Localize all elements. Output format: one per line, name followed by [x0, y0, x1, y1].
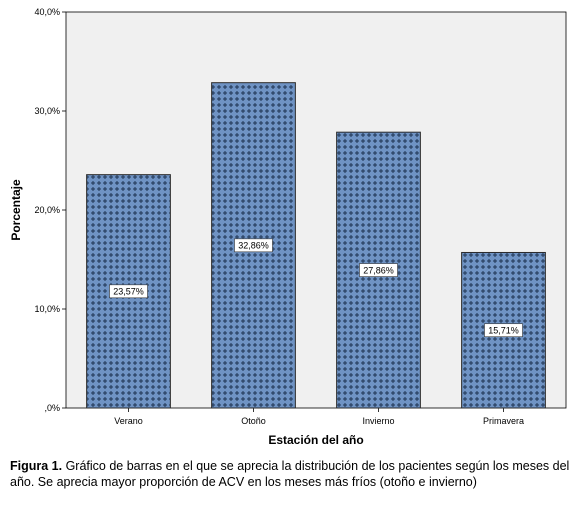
data-label-box: [234, 238, 273, 253]
y-tick-label: 40,0%: [34, 7, 60, 17]
y-tick-label: 30,0%: [34, 106, 60, 116]
data-label-box: [484, 323, 523, 338]
data-label: 27,86%: [363, 265, 394, 275]
bar-primavera: [461, 251, 546, 409]
data-label-box: [109, 284, 148, 299]
data-label: 23,57%: [113, 287, 144, 297]
data-label-box: [359, 263, 398, 277]
data-labels: 23,57% 32,86% 27,86% 15,71%: [109, 238, 523, 338]
caption-text: Gráfico de barras en el que se aprecia l…: [10, 459, 570, 489]
x-axis-title: Estación del año: [268, 433, 363, 447]
x-tick-label: Invierno: [362, 416, 394, 426]
x-tick-label: Primavera: [483, 416, 524, 426]
bars: [86, 82, 546, 409]
y-tick-label: ,0%: [44, 403, 60, 413]
figure-caption: Figura 1. Gráfico de barras en el que se…: [10, 458, 572, 490]
x-tick-label: Verano: [114, 416, 143, 426]
x-axis: Verano Otoño Invierno Primavera: [114, 408, 524, 426]
data-label: 32,86%: [238, 241, 269, 251]
y-axis: ,0% 10,0% 20,0% 30,0% 40,0%: [34, 7, 66, 413]
data-label: 15,71%: [488, 325, 519, 335]
caption-label: Figura 1.: [10, 459, 63, 473]
y-tick-label: 10,0%: [34, 304, 60, 314]
y-axis-title: Porcentaje: [9, 179, 23, 241]
bar-chart: ,0% 10,0% 20,0% 30,0% 40,0% Verano Otoño Invie…: [9, 7, 567, 447]
x-tick-label: Otoño: [241, 416, 266, 426]
y-tick-label: 20,0%: [34, 205, 60, 215]
